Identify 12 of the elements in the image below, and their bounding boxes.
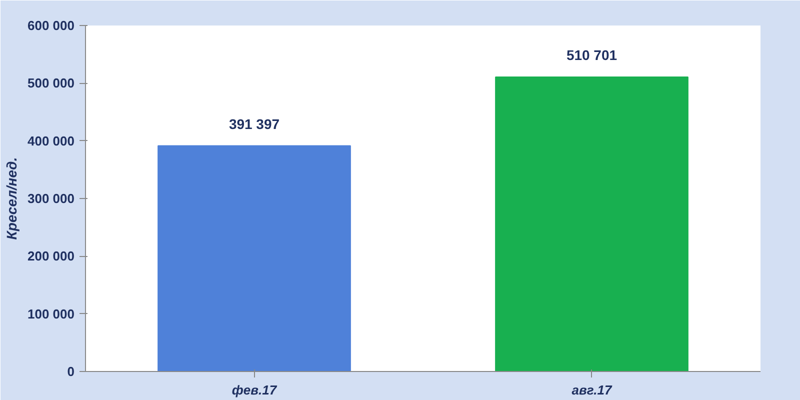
y-tick-label: 300 000: [28, 191, 75, 206]
x-tick-label: авг.17: [572, 382, 612, 398]
data-label: 391 397: [228, 116, 280, 132]
y-axis-title: Кресел/нед.: [4, 157, 20, 240]
x-tick-label: фев.17: [232, 382, 278, 398]
y-tick-label: 200 000: [28, 248, 75, 264]
data-label: 510 701: [566, 46, 618, 63]
y-tick-label: 400 000: [28, 133, 75, 148]
y-tick-label: 0: [67, 364, 75, 379]
y-tick-label: 600 000: [28, 18, 75, 33]
y-tick-label: 100 000: [28, 306, 75, 322]
y-tick-label: 500 000: [28, 76, 75, 91]
